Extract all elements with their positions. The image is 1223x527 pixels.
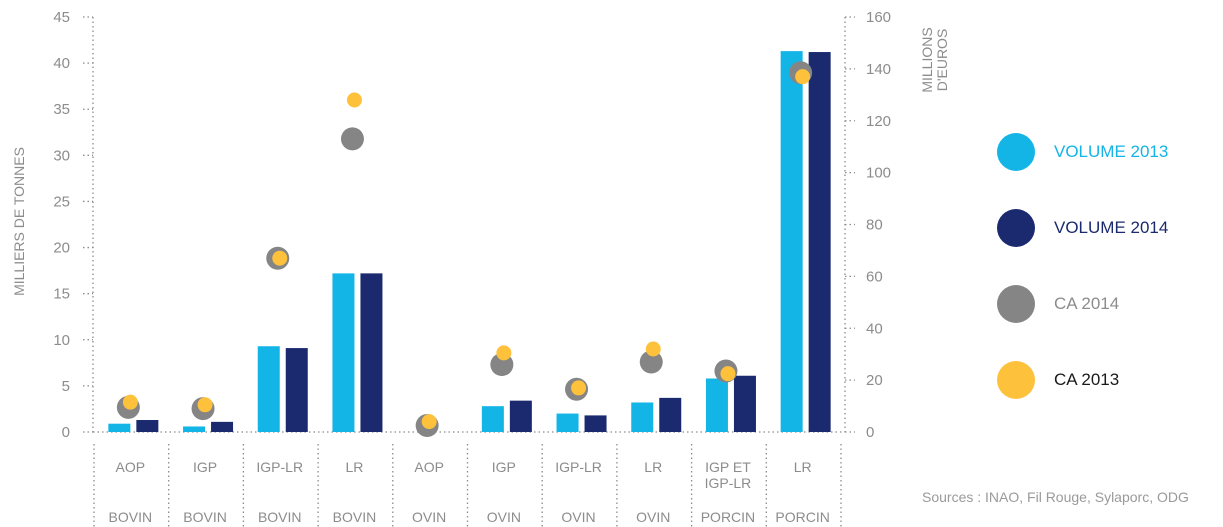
bar-volume-2014 (136, 420, 159, 432)
dot-ca-2013 (421, 414, 437, 430)
y-tick-label-left: 0 (62, 424, 70, 441)
bar-volume-2013 (108, 423, 131, 432)
bar-volume-2014 (584, 415, 607, 432)
y-tick-label-right: 160 (866, 9, 891, 26)
legend-swatch-volume-2013 (997, 133, 1035, 171)
x-tick-label: IGP-LR (555, 459, 602, 475)
x-group-label: BOVIN (183, 509, 227, 525)
y-tick-label-right: 140 (866, 61, 891, 78)
source-note: Sources : INAO, Fil Rouge, Sylaporc, ODG (922, 489, 1189, 505)
legend-swatch-ca-2014 (997, 285, 1035, 323)
legend-swatch-ca-2013 (997, 361, 1035, 399)
legend-label-volume-2013: VOLUME 2013 (1054, 142, 1169, 161)
bar-volume-2014 (360, 273, 383, 432)
bar-volume-2014 (733, 375, 756, 432)
bar-volume-2014 (509, 400, 532, 432)
legend-label-ca-2014: CA 2014 (1054, 294, 1120, 313)
y-tick-label-right: 80 (866, 217, 883, 234)
legend-label-ca-2013: CA 2013 (1054, 370, 1120, 389)
x-tick-label: IGP (492, 459, 516, 475)
x-tick-label: IGP-LR (256, 459, 303, 475)
bar-volume-2013 (332, 273, 355, 432)
y-tick-label-left: 25 (53, 193, 70, 210)
dot-ca-2013 (272, 250, 288, 266)
x-group-label: BOVIN (258, 509, 302, 525)
bar-volume-2013 (481, 406, 504, 432)
bar-volume-2014 (211, 421, 234, 432)
dot-ca-2013 (645, 341, 661, 357)
y-tick-label-left: 10 (53, 332, 70, 349)
y-tick-label-left: 5 (62, 378, 70, 395)
y-tick-label-left: 30 (53, 147, 70, 164)
x-tick-label: IGP-LR (705, 475, 752, 491)
bar-volume-2013 (631, 402, 654, 432)
x-group-label: BOVIN (333, 509, 377, 525)
y-tick-label-left: 45 (53, 9, 70, 26)
y-axis-title-right: MILLIONS (919, 27, 935, 92)
y-tick-label-right: 60 (866, 268, 883, 285)
x-tick-label: IGP (193, 459, 217, 475)
y-tick-label-right: 40 (866, 320, 883, 337)
x-group-label: OVIN (561, 509, 595, 525)
y-axis-title-right: D'EUROS (934, 29, 950, 92)
bar-volume-2013 (780, 51, 803, 432)
bar-volume-2013 (257, 346, 280, 432)
dot-ca-2013 (197, 397, 213, 413)
x-tick-label: LR (345, 459, 363, 475)
bar-volume-2013 (705, 378, 728, 432)
bar-volume-2014 (285, 348, 308, 432)
y-tick-label-right: 120 (866, 113, 891, 130)
x-group-label: OVIN (412, 509, 446, 525)
dot-ca-2013 (122, 394, 138, 410)
x-group-label: PORCIN (701, 509, 755, 525)
bar-volume-2014 (659, 397, 682, 432)
dot-ca-2013 (496, 345, 512, 361)
dot-ca-2014 (340, 127, 364, 151)
x-group-label: BOVIN (109, 509, 153, 525)
dot-ca-2013 (795, 69, 811, 85)
dot-ca-2014 (639, 350, 663, 374)
x-group-label: PORCIN (775, 509, 829, 525)
bar-volume-2013 (183, 426, 206, 432)
dot-ca-2013 (571, 380, 587, 396)
y-axis-title-left: MILLIERS DE TONNES (11, 147, 27, 296)
y-tick-label-right: 0 (866, 424, 874, 441)
legend-swatch-volume-2014 (997, 209, 1035, 247)
legend-label-volume-2014: VOLUME 2014 (1054, 218, 1169, 237)
x-tick-label: LR (794, 459, 812, 475)
y-tick-label-left: 40 (53, 55, 70, 72)
y-tick-label-left: 20 (53, 240, 70, 257)
x-tick-label: AOP (116, 459, 146, 475)
y-tick-label-right: 100 (866, 165, 891, 182)
bar-volume-2013 (556, 413, 579, 432)
x-tick-label: IGP ET (705, 459, 751, 475)
x-tick-label: LR (644, 459, 662, 475)
dot-ca-2013 (346, 92, 362, 108)
x-tick-label: AOP (414, 459, 444, 475)
y-tick-label-left: 15 (53, 286, 70, 303)
x-group-label: OVIN (636, 509, 670, 525)
y-tick-label-right: 20 (866, 372, 883, 389)
x-group-label: OVIN (487, 509, 521, 525)
y-tick-label-left: 35 (53, 101, 70, 118)
dot-ca-2013 (720, 366, 736, 382)
bar-volume-2014 (808, 52, 831, 433)
